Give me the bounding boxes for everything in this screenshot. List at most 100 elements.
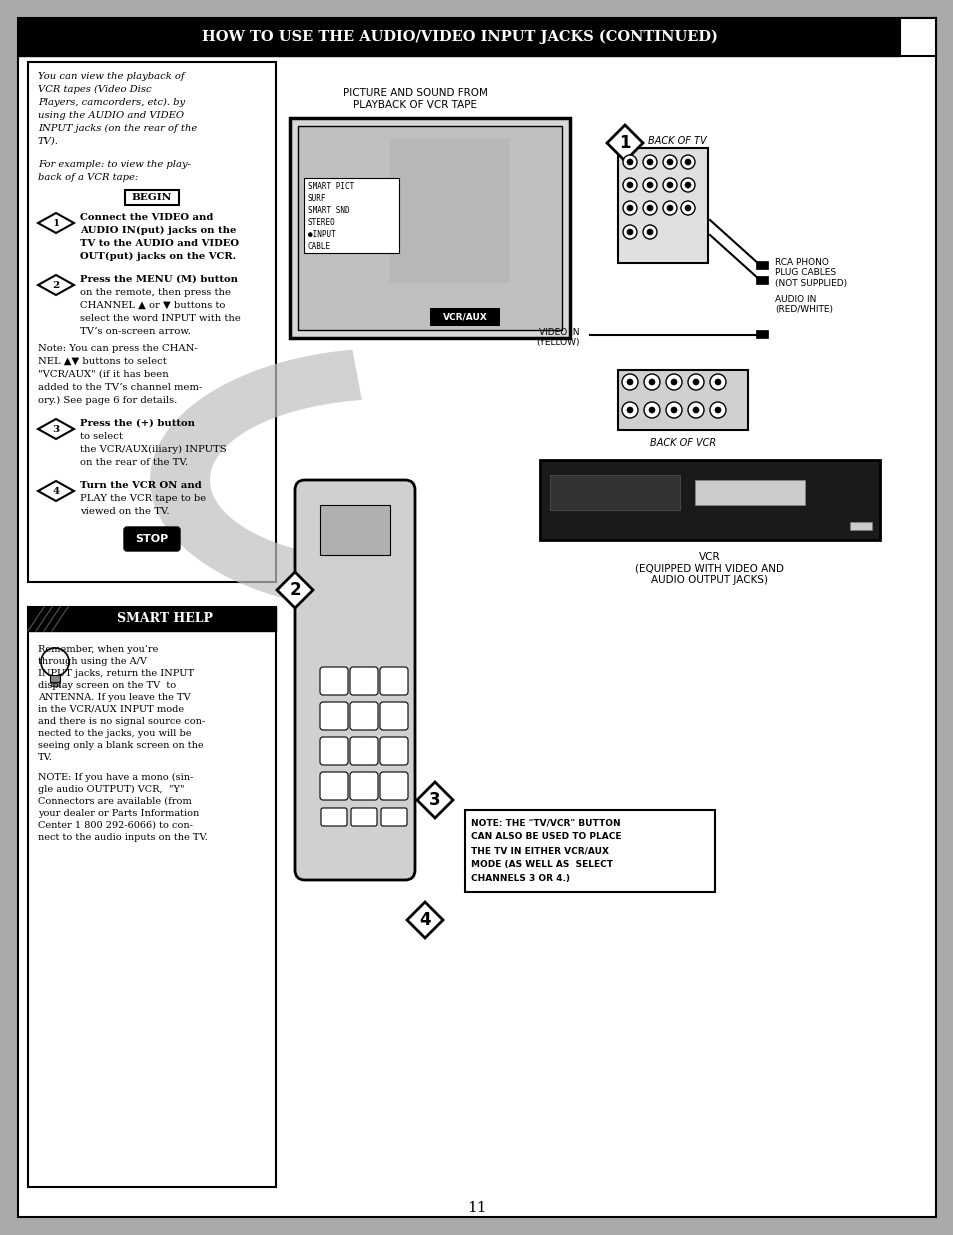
Text: AUDIO IN(put) jacks on the: AUDIO IN(put) jacks on the [80,226,236,235]
Circle shape [714,379,720,385]
Text: CAN ALSO BE USED TO PLACE: CAN ALSO BE USED TO PLACE [471,832,620,841]
Circle shape [666,205,672,211]
Text: Press the (+) button: Press the (+) button [80,419,194,429]
Text: NEL ▲▼ buttons to select: NEL ▲▼ buttons to select [38,357,167,366]
Circle shape [662,201,677,215]
Circle shape [687,403,703,417]
Text: TV.: TV. [38,753,53,762]
Circle shape [665,403,681,417]
Text: using the AUDIO and VIDEO: using the AUDIO and VIDEO [38,111,184,120]
Text: seeing only a blank screen on the: seeing only a blank screen on the [38,741,203,750]
Text: Turn the VCR ON and: Turn the VCR ON and [80,480,201,490]
Text: SMART PICT: SMART PICT [308,182,354,191]
Text: on the rear of the TV.: on the rear of the TV. [80,458,188,467]
Circle shape [648,408,655,412]
Polygon shape [150,350,361,610]
Text: 11: 11 [467,1200,486,1215]
Circle shape [626,379,633,385]
Polygon shape [38,212,74,233]
Text: on the remote, then press the: on the remote, then press the [80,288,231,296]
FancyBboxPatch shape [351,808,376,826]
Bar [390,138,510,283]
FancyBboxPatch shape [124,527,180,551]
Text: viewed on the TV.: viewed on the TV. [80,508,170,516]
Text: to select: to select [80,432,123,441]
Circle shape [687,374,703,390]
FancyBboxPatch shape [379,701,408,730]
Text: You can view the playback of: You can view the playback of [38,72,185,82]
Text: Press the MENU (M) button: Press the MENU (M) button [80,275,237,284]
Text: RCA PHONO
PLUG CABLES
(NOT SUPPLIED): RCA PHONO PLUG CABLES (NOT SUPPLIED) [774,258,846,288]
Circle shape [684,182,690,188]
Circle shape [709,403,725,417]
FancyBboxPatch shape [319,737,348,764]
Circle shape [665,374,681,390]
Bar [464,810,714,892]
Circle shape [680,201,695,215]
Text: "VCR/AUX" (if it has been: "VCR/AUX" (if it has been [38,370,169,379]
Bar [297,126,561,330]
Text: INPUT jacks, return the INPUT: INPUT jacks, return the INPUT [38,669,193,678]
Circle shape [622,201,637,215]
Circle shape [642,225,657,240]
Circle shape [643,374,659,390]
Text: the VCR/AUX(iliary) INPUTS: the VCR/AUX(iliary) INPUTS [80,445,227,454]
Text: INPUT jacks (on the rear of the: INPUT jacks (on the rear of the [38,124,197,133]
Circle shape [622,178,637,191]
Text: MODE (AS WELL AS  SELECT: MODE (AS WELL AS SELECT [471,860,613,869]
Text: VCR
(EQUIPPED WITH VIDEO AND
AUDIO OUTPUT JACKS): VCR (EQUIPPED WITH VIDEO AND AUDIO OUTPU… [635,552,783,585]
Circle shape [714,408,720,412]
Circle shape [709,374,725,390]
Circle shape [684,205,690,211]
Text: back of a VCR tape:: back of a VCR tape: [38,173,138,182]
Text: NOTE: If you have a mono (sin-: NOTE: If you have a mono (sin- [38,773,193,782]
Bar [618,370,747,430]
Circle shape [646,205,652,211]
Circle shape [666,159,672,165]
Circle shape [684,159,690,165]
Text: VCR/AUX: VCR/AUX [442,312,487,321]
Text: STEREO: STEREO [308,219,335,227]
Text: CHANNEL ▲ or ▼ buttons to: CHANNEL ▲ or ▼ buttons to [80,301,225,310]
Text: 2: 2 [289,580,300,599]
Bar [28,606,275,631]
Text: HOW TO USE THE AUDIO/VIDEO INPUT JACKS (CONTINUED): HOW TO USE THE AUDIO/VIDEO INPUT JACKS (… [202,30,718,44]
Text: CABLE: CABLE [308,242,331,251]
Polygon shape [38,480,74,501]
FancyBboxPatch shape [319,772,348,800]
Text: 4: 4 [52,487,59,495]
Text: STOP: STOP [135,534,169,543]
Circle shape [626,228,633,235]
Text: nected to the jacks, you will be: nected to the jacks, you will be [38,729,192,739]
Bar [695,480,804,505]
Text: SMART SND: SMART SND [308,206,349,215]
Text: CHANNELS 3 OR 4.): CHANNELS 3 OR 4.) [471,874,569,883]
Text: THE TV IN EITHER VCR/AUX: THE TV IN EITHER VCR/AUX [471,846,608,855]
Text: gle audio OUTPUT) VCR,  "Y": gle audio OUTPUT) VCR, "Y" [38,785,185,794]
Circle shape [621,374,638,390]
Text: ANTENNA. If you leave the TV: ANTENNA. If you leave the TV [38,693,191,701]
Circle shape [642,178,657,191]
Bar [28,606,275,1187]
Text: PLAY the VCR tape to be: PLAY the VCR tape to be [80,494,206,503]
Text: 1: 1 [52,219,59,227]
Bar [18,19,899,56]
Text: BACK OF VCR: BACK OF VCR [649,438,716,448]
Polygon shape [416,782,453,818]
Circle shape [692,379,699,385]
Text: TV to the AUDIO and VIDEO: TV to the AUDIO and VIDEO [80,240,239,248]
Bar [755,261,767,269]
Bar [50,676,60,682]
Polygon shape [606,125,642,161]
Text: Center 1 800 292-6066) to con-: Center 1 800 292-6066) to con- [38,821,193,830]
Bar [319,505,390,555]
Text: ●INPUT: ●INPUT [308,230,335,240]
Polygon shape [276,572,313,608]
Circle shape [648,379,655,385]
Circle shape [626,182,633,188]
Circle shape [621,403,638,417]
Text: TV’s on-screen arrow.: TV’s on-screen arrow. [80,327,191,336]
Text: TV).: TV). [38,137,59,146]
Text: BACK OF TV: BACK OF TV [647,136,706,146]
Text: 4: 4 [418,911,431,929]
